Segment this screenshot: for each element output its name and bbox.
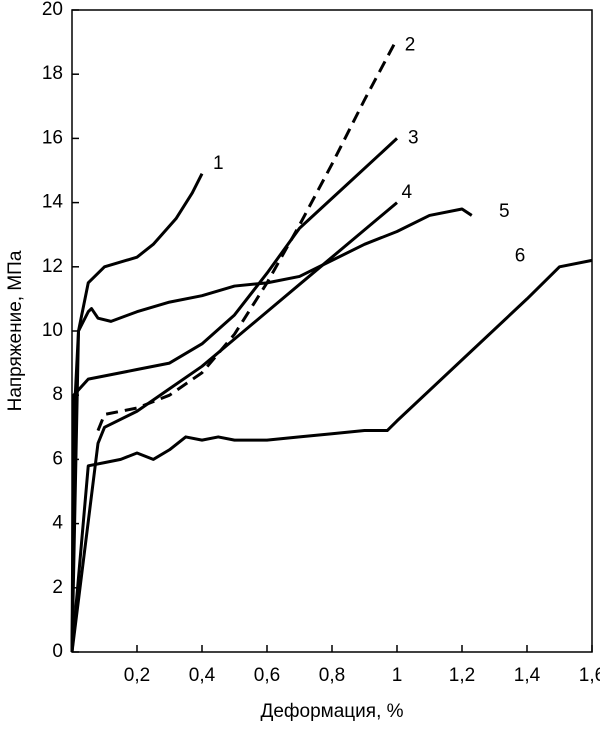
series-line (70, 137, 399, 653)
y-tick-label: 14 (42, 192, 64, 213)
x-tick-label: 1,4 (514, 665, 541, 686)
y-tick-label: 0 (52, 641, 63, 662)
series-label: 4 (401, 182, 412, 203)
x-tick-label: 0,6 (254, 665, 280, 686)
y-tick-label: 2 (52, 577, 63, 598)
y-tick-label: 4 (52, 513, 63, 534)
x-tick-label: 0,4 (189, 665, 216, 686)
series-line (70, 201, 398, 653)
x-tick-label: 0,8 (319, 665, 345, 686)
y-tick-label: 12 (42, 256, 63, 277)
series-line (96, 38, 399, 432)
series-label: 5 (499, 201, 510, 222)
series-label: 1 (213, 153, 224, 174)
y-tick-label: 6 (52, 448, 63, 469)
y-tick-label: 18 (42, 63, 63, 84)
x-tick-label: 1,2 (449, 665, 475, 686)
series-line (70, 207, 473, 653)
plot-frame (71, 9, 593, 653)
y-tick-label: 8 (52, 384, 63, 405)
x-tick-label: 1,6 (579, 665, 600, 686)
x-tick-label: 0,2 (124, 665, 150, 686)
y-tick-label: 20 (42, 0, 63, 20)
x-tick-label: 1 (392, 665, 403, 686)
y-tick-label: 16 (42, 127, 63, 148)
x-axis-label: Деформация, % (260, 701, 403, 722)
series-line (70, 258, 593, 653)
series-label: 2 (405, 34, 416, 55)
series-label: 3 (408, 127, 419, 148)
series-label: 6 (515, 245, 526, 266)
y-axis-label: Напряжение, МПа (5, 250, 26, 411)
y-tick-label: 10 (42, 320, 63, 341)
